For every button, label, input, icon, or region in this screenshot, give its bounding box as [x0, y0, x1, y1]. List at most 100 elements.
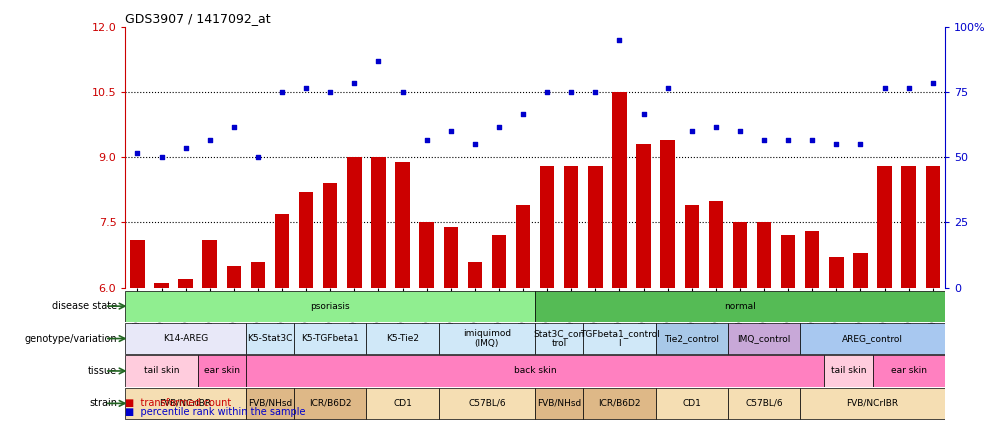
- Bar: [197, 355, 245, 387]
- Point: [683, 127, 699, 135]
- Bar: [583, 323, 655, 354]
- Point: [756, 136, 772, 143]
- Point: [659, 84, 675, 91]
- Bar: [925, 166, 939, 288]
- Text: back skin: back skin: [513, 366, 556, 376]
- Bar: [515, 205, 530, 288]
- Text: Tie2_control: Tie2_control: [663, 334, 718, 343]
- Text: AREG_control: AREG_control: [842, 334, 902, 343]
- Bar: [154, 283, 168, 288]
- Bar: [299, 192, 313, 288]
- Bar: [583, 388, 655, 419]
- Text: K5-Stat3C: K5-Stat3C: [247, 334, 293, 343]
- Text: ■  transformed count: ■ transformed count: [125, 398, 231, 408]
- Text: FVB/NHsd: FVB/NHsd: [536, 399, 581, 408]
- Point: [780, 136, 796, 143]
- Bar: [438, 388, 535, 419]
- Bar: [130, 240, 144, 288]
- Text: C57BL/6: C57BL/6: [468, 399, 505, 408]
- Bar: [800, 388, 944, 419]
- Point: [539, 88, 555, 95]
- Text: Stat3C_con
trol: Stat3C_con trol: [533, 329, 584, 348]
- Bar: [443, 227, 458, 288]
- Bar: [323, 183, 337, 288]
- Bar: [659, 140, 674, 288]
- Bar: [366, 323, 438, 354]
- Point: [804, 136, 820, 143]
- Point: [587, 88, 603, 95]
- Bar: [467, 262, 482, 288]
- Bar: [294, 323, 366, 354]
- Point: [707, 123, 723, 130]
- Bar: [611, 92, 626, 288]
- Text: C57BL/6: C57BL/6: [744, 399, 783, 408]
- Bar: [294, 388, 366, 419]
- Point: [129, 149, 145, 156]
- Bar: [732, 222, 746, 288]
- Text: K14-AREG: K14-AREG: [163, 334, 208, 343]
- Bar: [635, 144, 650, 288]
- Point: [418, 136, 434, 143]
- Text: IMQ_control: IMQ_control: [736, 334, 790, 343]
- Bar: [587, 166, 602, 288]
- Text: CD1: CD1: [393, 399, 412, 408]
- Text: strain: strain: [89, 398, 117, 408]
- Point: [900, 84, 916, 91]
- Text: genotype/variation: genotype/variation: [24, 333, 117, 344]
- Bar: [877, 166, 891, 288]
- Point: [635, 110, 651, 117]
- Point: [201, 136, 217, 143]
- Bar: [125, 290, 535, 322]
- Bar: [757, 222, 771, 288]
- Bar: [853, 253, 867, 288]
- Bar: [125, 355, 197, 387]
- Bar: [245, 323, 294, 354]
- Bar: [250, 262, 265, 288]
- Bar: [491, 235, 506, 288]
- Text: FVB/NHsd: FVB/NHsd: [247, 399, 292, 408]
- Bar: [727, 388, 800, 419]
- Bar: [535, 290, 944, 322]
- Bar: [535, 323, 583, 354]
- Point: [611, 36, 627, 43]
- Text: TGFbeta1_control
l: TGFbeta1_control l: [579, 329, 658, 348]
- Bar: [539, 166, 554, 288]
- Point: [177, 145, 193, 152]
- Text: psoriasis: psoriasis: [310, 301, 350, 311]
- Point: [442, 127, 458, 135]
- Text: ear skin: ear skin: [890, 366, 926, 376]
- Bar: [419, 222, 434, 288]
- Text: K5-Tie2: K5-Tie2: [386, 334, 419, 343]
- Bar: [727, 323, 800, 354]
- Bar: [781, 235, 795, 288]
- Point: [563, 88, 579, 95]
- Point: [153, 154, 169, 161]
- Point: [828, 141, 844, 148]
- Bar: [563, 166, 578, 288]
- Point: [514, 110, 530, 117]
- Bar: [125, 323, 245, 354]
- Bar: [805, 231, 819, 288]
- Point: [249, 154, 266, 161]
- Bar: [275, 214, 289, 288]
- Point: [731, 127, 747, 135]
- Bar: [245, 388, 294, 419]
- Text: ICR/B6D2: ICR/B6D2: [597, 399, 640, 408]
- Bar: [371, 157, 386, 288]
- Text: tissue: tissue: [88, 366, 117, 376]
- Bar: [226, 266, 240, 288]
- Point: [490, 123, 506, 130]
- Bar: [366, 388, 438, 419]
- Text: K5-TGFbeta1: K5-TGFbeta1: [301, 334, 359, 343]
- Point: [852, 141, 868, 148]
- Point: [274, 88, 290, 95]
- Bar: [347, 157, 361, 288]
- Bar: [202, 240, 216, 288]
- Point: [394, 88, 410, 95]
- Bar: [872, 355, 944, 387]
- Text: CD1: CD1: [681, 399, 700, 408]
- Point: [924, 79, 940, 87]
- Bar: [245, 355, 824, 387]
- Bar: [535, 388, 583, 419]
- Text: FVB/NCrIBR: FVB/NCrIBR: [846, 399, 898, 408]
